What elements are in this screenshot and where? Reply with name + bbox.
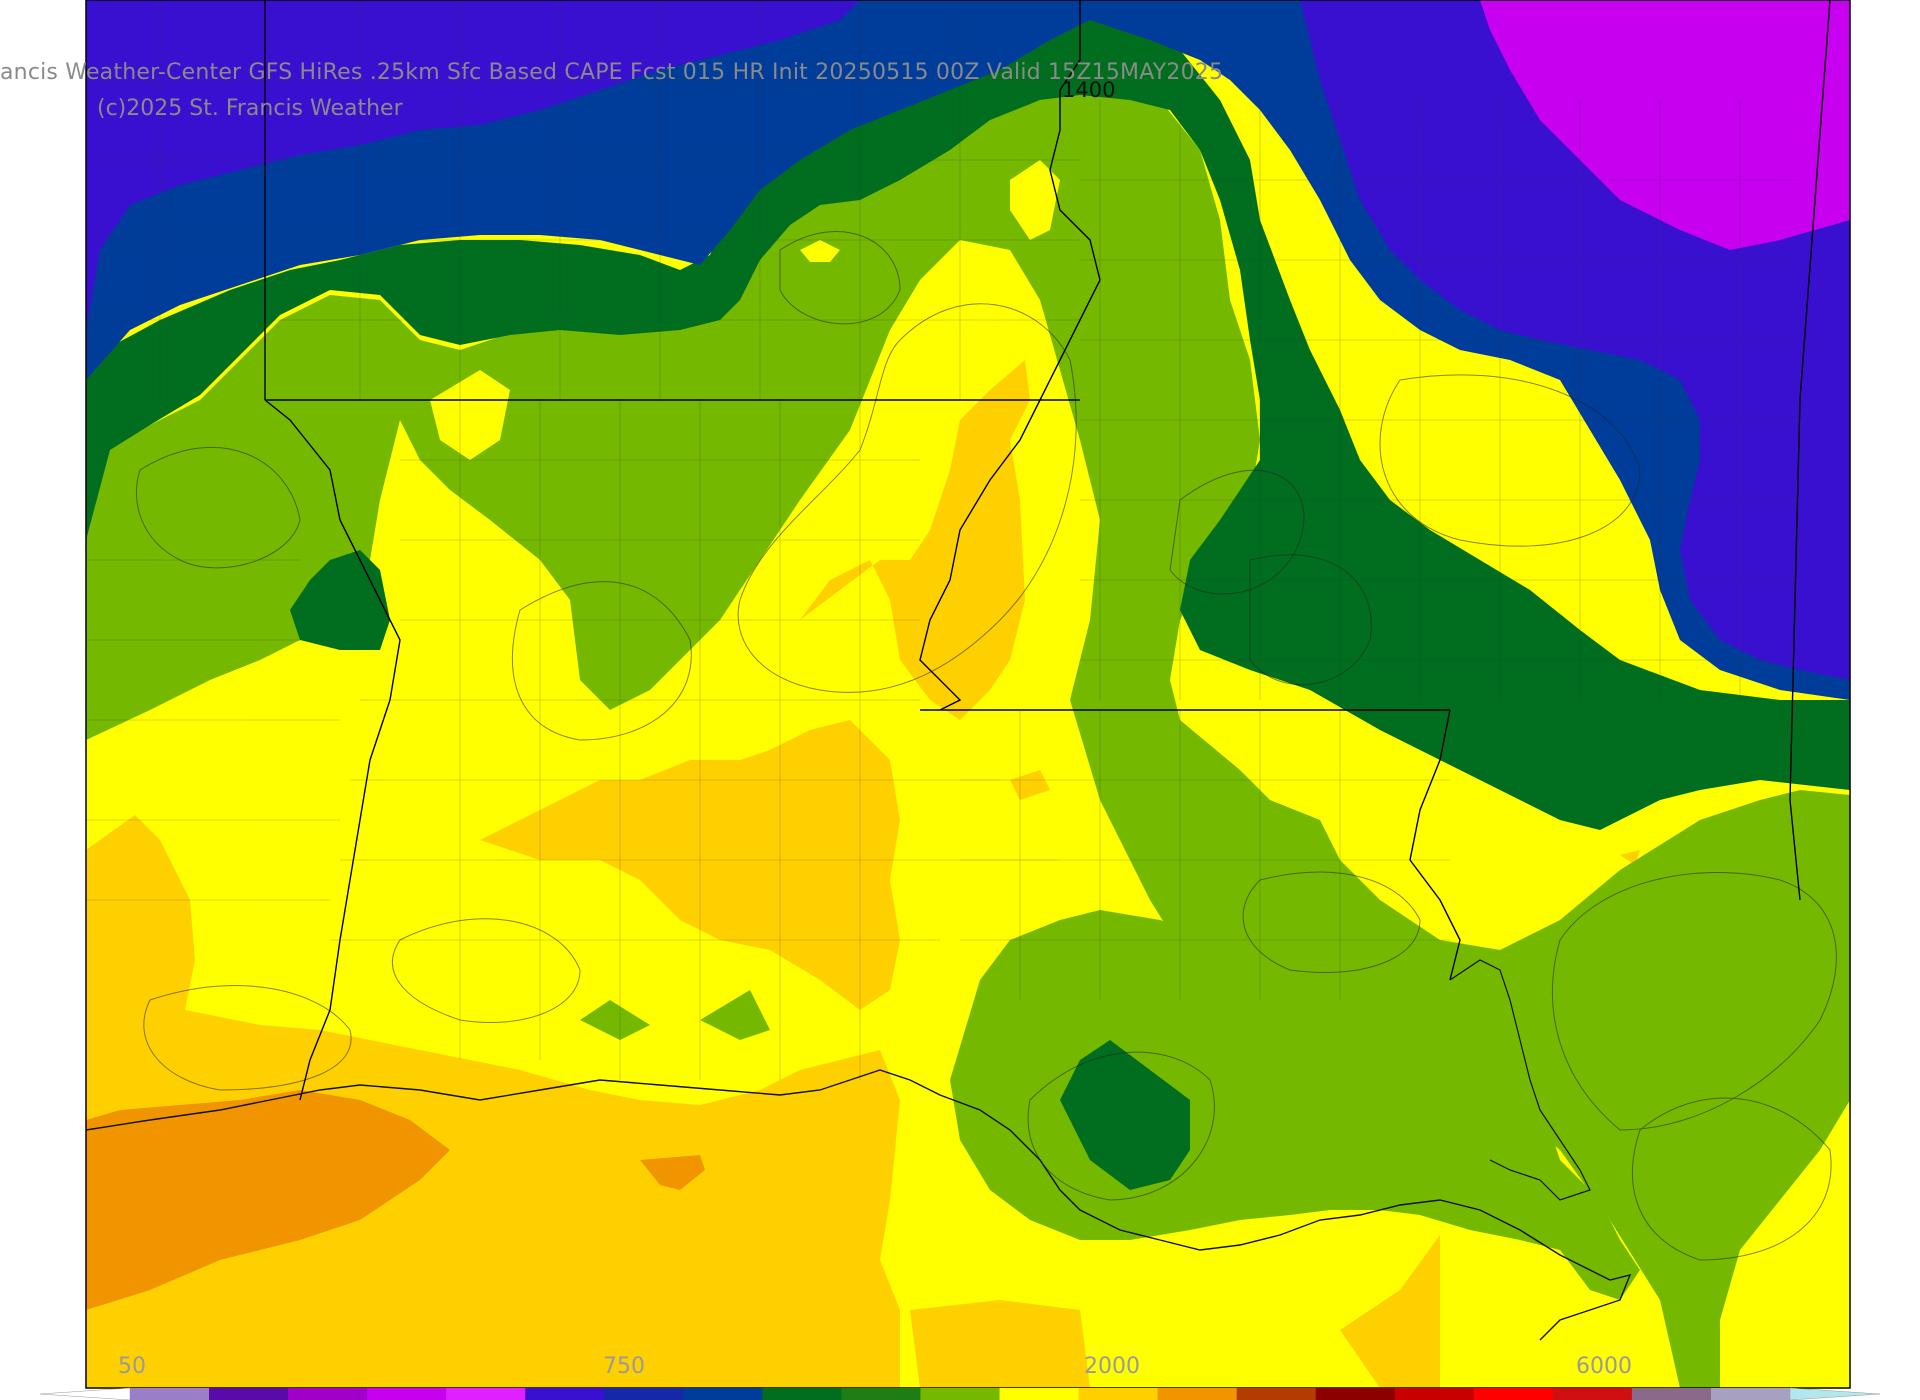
cape-zone-orange-spot xyxy=(640,1155,705,1190)
cape-zone-orange-sw xyxy=(86,1090,450,1310)
colorbar-label-2000: 2000 xyxy=(1084,1354,1140,1379)
colorbar-label-50: 50 xyxy=(118,1354,146,1379)
cape-zone-gold-se xyxy=(1340,1235,1440,1388)
colorbar-right-arrow xyxy=(1789,1387,1881,1400)
colorbar-left-arrow xyxy=(39,1387,131,1400)
colorbar-segment xyxy=(1710,1388,1791,1400)
cape-zone-gold-central xyxy=(800,360,1030,720)
county-boundaries xyxy=(86,0,1800,1080)
east-coastline xyxy=(1449,959,1591,1201)
cape-zone-green-island-2 xyxy=(700,990,770,1040)
colorbar xyxy=(39,1387,1881,1400)
cape-zone-purple-nw xyxy=(86,0,860,330)
cape-zone-gold-south xyxy=(910,1300,1090,1388)
colorbar-segment xyxy=(1394,1388,1475,1400)
colorbar-segment xyxy=(288,1388,368,1400)
cape-zone-green-island xyxy=(580,1000,650,1040)
cape-zone-darkgreen-north xyxy=(86,0,1850,830)
state-boundaries xyxy=(264,0,1831,1101)
colorbar-segment xyxy=(604,1388,684,1400)
colorbar-segment xyxy=(130,1388,210,1400)
cape-zone-yellow-island xyxy=(800,240,840,262)
colorbar-segment xyxy=(1473,1388,1554,1400)
colorbar-segment xyxy=(841,1388,921,1400)
colorbar-segment xyxy=(762,1388,842,1400)
colorbar-label-6000: 6000 xyxy=(1576,1354,1632,1379)
cape-zone-darkgreen-west xyxy=(290,550,390,650)
cape-zone-green-south xyxy=(950,910,1640,1300)
gulf-coastline xyxy=(85,1069,1632,1341)
cape-zone-yellow-island-3 xyxy=(430,370,510,460)
colorbar-label-750: 750 xyxy=(603,1354,645,1379)
colorbar-segment xyxy=(1552,1388,1633,1400)
colorbar-segment xyxy=(367,1388,447,1400)
cape-zone-gold-spot xyxy=(1010,770,1050,800)
colorbar-segment xyxy=(1157,1388,1238,1400)
colorbar-segment xyxy=(920,1388,1001,1400)
colorbar-segment xyxy=(209,1388,289,1400)
copyright-text: (c)2025 St. Francis Weather xyxy=(97,96,403,121)
contour-label: 1400 xyxy=(1062,78,1116,102)
colorbar-segment xyxy=(446,1388,526,1400)
colorbar-segment xyxy=(999,1388,1080,1400)
colorbar-segment xyxy=(1236,1388,1317,1400)
colorbar-segment xyxy=(1078,1388,1159,1400)
chart-title: ancis Weather-Center GFS HiRes .25km Sfc… xyxy=(0,60,1224,85)
cape-zone-gold-sw xyxy=(86,815,900,1388)
cape-contours xyxy=(135,231,1837,1261)
colorbar-segment xyxy=(1631,1388,1712,1400)
colorbar-segment xyxy=(525,1388,605,1400)
colorbar-segment xyxy=(1315,1388,1396,1400)
cape-zone-darkgreen-pocket xyxy=(1060,1040,1190,1190)
cape-zone-gold-mid xyxy=(480,720,900,1010)
colorbar-segment xyxy=(683,1388,763,1400)
cape-zone-yellow-island-2 xyxy=(1010,160,1060,240)
cape-zone-magenta xyxy=(1480,0,1850,250)
